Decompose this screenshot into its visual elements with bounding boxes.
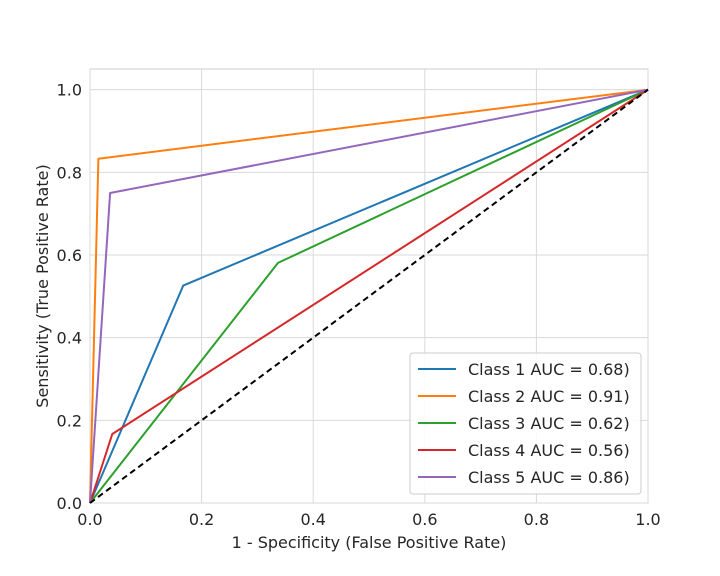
legend-label-class-3: Class 3 AUC = 0.62) [468,414,630,433]
x-tick-label: 0.2 [189,510,214,529]
legend-box [409,352,642,495]
grid [89,69,649,504]
reference-diagonal-line [89,88,649,504]
series-layer [89,88,649,504]
legend-label-class-4: Class 4 AUC = 0.56) [468,441,630,460]
x-tick-label: 1.0 [635,510,660,529]
series-line-class-4 [89,88,649,504]
legend: Class 1 AUC = 0.68) Class 2 AUC = 0.91) Cl… [409,352,642,495]
y-axis-label: Sensitivity (True Positive Rate) [33,164,52,407]
y-tick-label: 0.6 [57,246,82,265]
x-axis-label: 1 - Specificity (False Positive Rate) [232,533,507,552]
x-tick-label: 0.4 [300,510,325,529]
x-tick-label: 0.0 [77,510,102,529]
y-tick-label: 0.8 [57,163,82,182]
legend-label-class-2: Class 2 AUC = 0.91) [468,387,630,406]
y-tick-label: 0.2 [57,411,82,430]
series-line-class-3 [89,88,649,504]
x-tick-label: 0.8 [524,510,549,529]
tick-layer: 0.0 0.2 0.4 0.6 0.8 1.0 0.0 0.2 0.4 0.6 0.8 1.0 [57,81,661,529]
series-line-class-5 [89,88,649,504]
y-tick-label: 0.0 [57,494,82,513]
x-tick-label: 0.6 [412,510,437,529]
legend-label-class-1: Class 1 AUC = 0.68) [468,360,630,379]
legend-label-class-5: Class 5 AUC = 0.86) [468,468,630,487]
series-line-class-2 [89,88,649,504]
y-tick-label: 0.4 [57,329,82,348]
series-line-class-1 [89,88,649,504]
y-tick-label: 1.0 [57,81,82,100]
